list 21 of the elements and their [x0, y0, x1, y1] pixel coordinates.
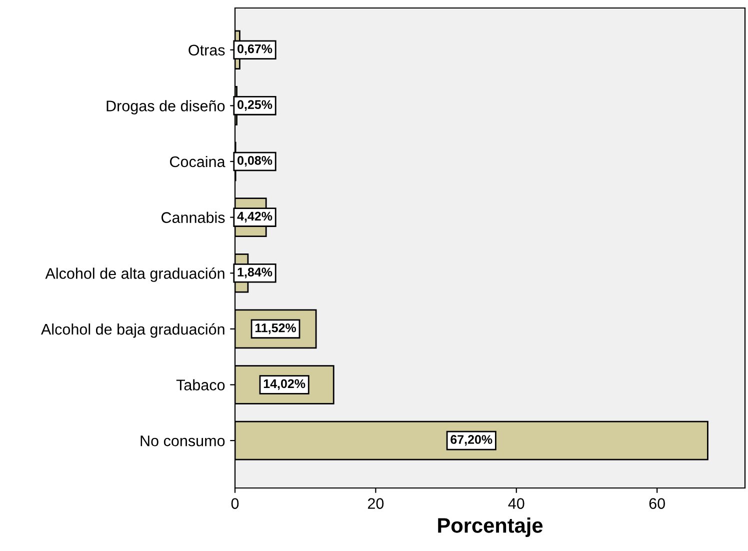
y-tick-label: Alcohol de baja graduación — [41, 323, 224, 338]
data-label: 14,02% — [264, 379, 306, 390]
y-tick-label: No consumo — [140, 436, 225, 446]
data-label: 1,84% — [238, 268, 272, 278]
x-tick-label: 20 — [368, 498, 384, 509]
y-tick-label: Cocaina — [170, 156, 226, 168]
y-tick-label: Otras — [188, 44, 225, 56]
data-label: 0,25% — [238, 100, 272, 111]
y-tick-label: Tabaco — [176, 379, 225, 390]
data-label: 11,52% — [255, 323, 296, 334]
data-label: 4,42% — [237, 212, 272, 222]
y-tick-label: Drogas de diseño — [106, 100, 225, 114]
data-label: 0,67% — [238, 44, 272, 56]
data-label: 0,08% — [238, 156, 272, 167]
x-axis-title: Porcentaje — [438, 518, 543, 537]
x-tick-label: 0 — [231, 498, 239, 509]
y-tick-label: Cannabis — [162, 212, 225, 223]
x-tick-label: 60 — [649, 498, 665, 509]
y-tick-label: Alcohol de alta graduación — [45, 267, 224, 282]
x-tick-label: 40 — [508, 498, 524, 509]
data-label: 67,20% — [450, 435, 492, 446]
